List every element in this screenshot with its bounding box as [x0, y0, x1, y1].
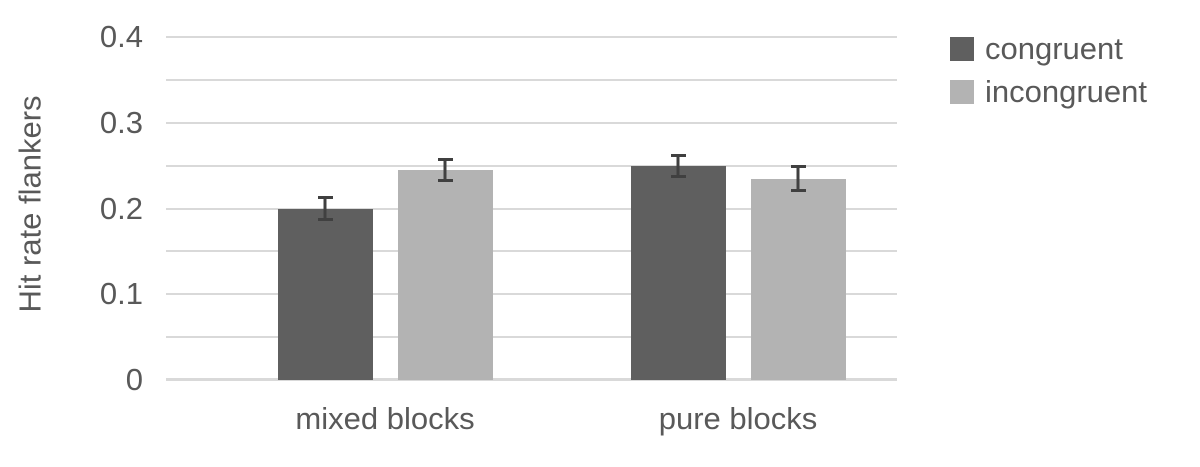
gridline	[166, 293, 897, 296]
error-bar-stem	[796, 164, 800, 193]
error-bar-cap	[790, 164, 806, 168]
gridline	[166, 336, 897, 339]
legend-label-incongruent: incongruent	[985, 74, 1148, 109]
error-bar-cap	[437, 157, 453, 161]
y-tick-label: 0	[125, 361, 143, 397]
gridline	[166, 207, 897, 210]
error-bar-cap	[317, 195, 333, 199]
bar-incongruent-pure-blocks	[750, 178, 846, 380]
error-bar-cap	[317, 218, 333, 222]
legend-item-incongruent: incongruent	[950, 76, 1147, 107]
x-category-label: pure blocks	[658, 401, 818, 436]
error-bar-incongruent-mixed-blocks	[437, 157, 453, 182]
bar-incongruent-mixed-blocks	[397, 169, 493, 380]
x-category-label: mixed blocks	[295, 401, 475, 436]
gridline	[166, 36, 897, 38]
error-bar-cap	[670, 153, 686, 157]
gridline	[166, 78, 897, 81]
error-bar-congruent-pure-blocks	[670, 153, 686, 178]
error-bar-congruent-mixed-blocks	[317, 195, 333, 222]
error-bar-stem	[443, 157, 447, 182]
y-tick-label: 0.4	[99, 18, 143, 54]
plot-area	[166, 36, 897, 381]
bar-congruent-pure-blocks	[630, 165, 726, 380]
legend-swatch-congruent-icon	[950, 36, 974, 61]
legend-item-congruent: congruent	[950, 33, 1147, 64]
legend-swatch-incongruent-icon	[950, 79, 974, 104]
error-bar-incongruent-pure-blocks	[790, 164, 806, 193]
y-tick-label: 0.1	[99, 276, 143, 312]
bar-congruent-mixed-blocks	[277, 208, 373, 380]
gridline	[166, 250, 897, 253]
legend-label-congruent: congruent	[985, 31, 1123, 66]
y-tick-label: 0.3	[99, 104, 143, 140]
error-bar-cap	[790, 189, 806, 193]
error-bar-cap	[670, 174, 686, 178]
error-bar-cap	[437, 178, 453, 182]
gridline	[166, 121, 897, 124]
error-bar-stem	[676, 153, 680, 178]
gridline	[166, 164, 897, 167]
x-axis-line	[166, 378, 897, 381]
y-tick-label: 0.2	[99, 190, 143, 226]
legend: congruent incongruent	[950, 33, 1147, 107]
error-bar-stem	[323, 195, 327, 222]
